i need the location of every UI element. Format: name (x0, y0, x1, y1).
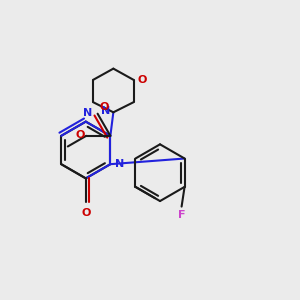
Text: O: O (81, 208, 91, 218)
Text: N: N (100, 106, 110, 116)
Text: O: O (75, 130, 85, 140)
Text: O: O (99, 102, 109, 112)
Text: O: O (137, 75, 146, 85)
Text: N: N (115, 159, 124, 169)
Text: F: F (178, 210, 185, 220)
Text: N: N (83, 108, 92, 118)
